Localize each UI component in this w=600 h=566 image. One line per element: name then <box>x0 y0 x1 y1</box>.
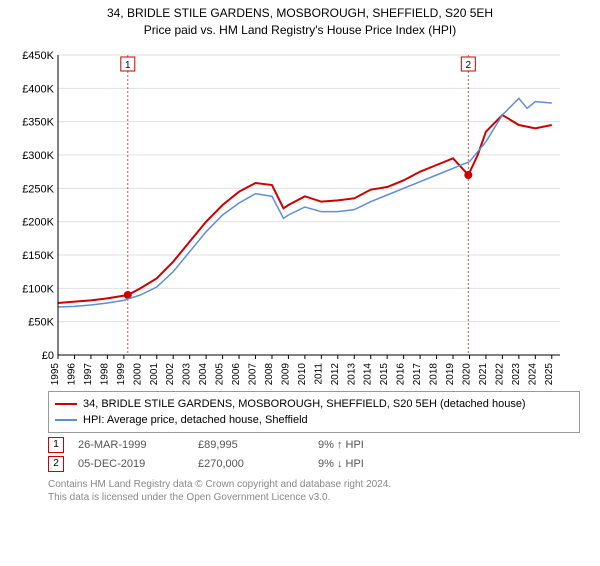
svg-text:2016: 2016 <box>396 362 407 384</box>
svg-text:2006: 2006 <box>231 362 242 384</box>
transaction-row: 1 26-MAR-1999£89,9959% ↑ HPI <box>48 437 580 453</box>
svg-text:2005: 2005 <box>215 362 226 384</box>
legend: 34, BRIDLE STILE GARDENS, MOSBOROUGH, SH… <box>48 391 580 433</box>
svg-text:£0: £0 <box>42 350 54 362</box>
transaction-marker: 2 <box>48 456 64 472</box>
svg-text:2009: 2009 <box>280 362 291 384</box>
svg-text:2021: 2021 <box>478 362 489 384</box>
transaction-marker: 1 <box>48 437 64 453</box>
chart-title: 34, BRIDLE STILE GARDENS, MOSBOROUGH, SH… <box>0 6 600 22</box>
svg-text:2007: 2007 <box>248 362 259 384</box>
chart-container: 34, BRIDLE STILE GARDENS, MOSBOROUGH, SH… <box>0 6 600 566</box>
svg-text:2018: 2018 <box>429 362 440 384</box>
svg-text:1996: 1996 <box>66 362 77 384</box>
transaction-price: £89,995 <box>198 439 318 451</box>
svg-text:£400K: £400K <box>22 83 54 95</box>
chart-subtitle: Price paid vs. HM Land Registry's House … <box>0 23 600 37</box>
svg-text:£350K: £350K <box>22 116 54 128</box>
svg-text:£300K: £300K <box>22 150 54 162</box>
svg-text:2025: 2025 <box>544 362 555 384</box>
legend-row-hpi: HPI: Average price, detached house, Shef… <box>55 412 573 428</box>
svg-text:2023: 2023 <box>511 362 522 384</box>
svg-text:2024: 2024 <box>527 362 538 384</box>
svg-text:2011: 2011 <box>313 362 324 384</box>
svg-text:£450K: £450K <box>22 50 54 62</box>
svg-text:2008: 2008 <box>264 362 275 384</box>
legend-swatch-price-paid <box>55 403 77 405</box>
svg-text:2017: 2017 <box>412 362 423 384</box>
svg-text:2010: 2010 <box>297 362 308 384</box>
svg-text:2020: 2020 <box>461 362 472 384</box>
svg-text:2014: 2014 <box>363 362 374 384</box>
transaction-date: 05-DEC-2019 <box>78 458 198 470</box>
svg-text:1: 1 <box>125 60 131 71</box>
line-chart-svg: £0 £50K £100K £150K £200K £250K £300K £350K £400… <box>10 45 570 385</box>
svg-text:1997: 1997 <box>83 362 94 384</box>
footer-line-2: This data is licensed under the Open Gov… <box>48 491 580 504</box>
svg-text:1998: 1998 <box>99 362 110 384</box>
footer-line-1: Contains HM Land Registry data © Crown c… <box>48 478 580 491</box>
svg-text:2015: 2015 <box>379 362 390 384</box>
svg-text:1999: 1999 <box>116 362 127 384</box>
legend-swatch-hpi <box>55 419 77 421</box>
svg-text:2: 2 <box>466 60 472 71</box>
transaction-row: 2 05-DEC-2019£270,0009% ↓ HPI <box>48 456 580 472</box>
svg-text:2019: 2019 <box>445 362 456 384</box>
svg-text:£250K: £250K <box>22 183 54 195</box>
transaction-table: 1 26-MAR-1999£89,9959% ↑ HPI 2 05-DEC-2019£… <box>0 437 600 472</box>
svg-text:£100K: £100K <box>22 283 54 295</box>
transaction-price: £270,000 <box>198 458 318 470</box>
svg-text:£50K: £50K <box>28 316 54 328</box>
svg-text:2013: 2013 <box>346 362 357 384</box>
svg-text:£200K: £200K <box>22 216 54 228</box>
svg-text:2003: 2003 <box>182 362 193 384</box>
transaction-date: 26-MAR-1999 <box>78 439 198 451</box>
svg-text:1995: 1995 <box>50 362 61 384</box>
legend-label-hpi: HPI: Average price, detached house, Shef… <box>83 414 308 426</box>
svg-text:2001: 2001 <box>149 362 160 384</box>
legend-row-price-paid: 34, BRIDLE STILE GARDENS, MOSBOROUGH, SH… <box>55 396 573 412</box>
svg-text:2012: 2012 <box>330 362 341 384</box>
svg-text:2000: 2000 <box>132 362 143 384</box>
chart-plot-area: £0 £50K £100K £150K £200K £250K £300K £350K £400… <box>10 45 590 385</box>
transaction-delta: 9% ↓ HPI <box>318 458 438 470</box>
svg-text:£150K: £150K <box>22 250 54 262</box>
transaction-delta: 9% ↑ HPI <box>318 439 438 451</box>
legend-label-price-paid: 34, BRIDLE STILE GARDENS, MOSBOROUGH, SH… <box>83 398 526 410</box>
svg-text:2004: 2004 <box>198 362 209 384</box>
footer: Contains HM Land Registry data © Crown c… <box>48 478 580 504</box>
svg-text:2022: 2022 <box>494 362 505 384</box>
svg-text:2002: 2002 <box>165 362 176 384</box>
